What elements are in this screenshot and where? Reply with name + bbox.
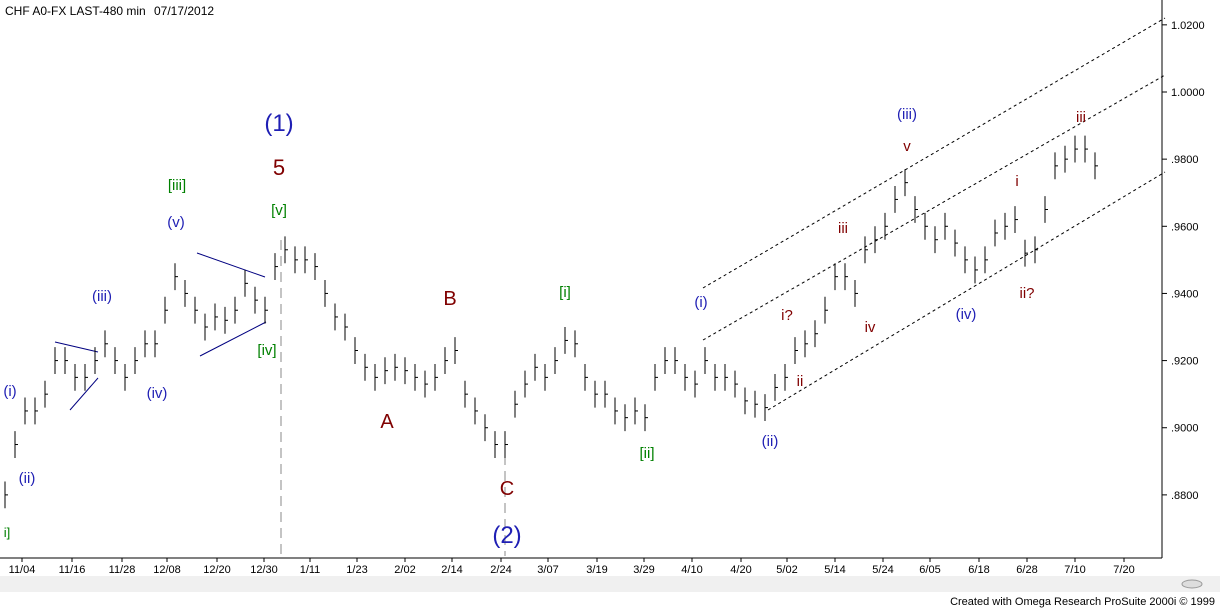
y-tick-label: 1.0000 xyxy=(1171,87,1205,99)
footer: Created with Omega Research ProSuite 200… xyxy=(950,596,1215,608)
x-tick-label: 5/02 xyxy=(776,564,797,576)
x-tick-label: 2/24 xyxy=(490,564,511,576)
channel-line xyxy=(767,171,1166,411)
wave-label: ii xyxy=(797,373,804,390)
wave-label: i] xyxy=(4,525,11,540)
x-tick-label: 4/20 xyxy=(730,564,751,576)
wave-label: [v] xyxy=(271,202,287,219)
wave-label: ii? xyxy=(1019,285,1034,302)
x-tick-label: 1/23 xyxy=(346,564,367,576)
x-tick-label: 6/28 xyxy=(1016,564,1037,576)
x-tick-label: 3/07 xyxy=(537,564,558,576)
drawings xyxy=(54,17,1166,556)
channel-line xyxy=(702,17,1166,289)
scroll-strip xyxy=(0,576,1220,592)
wave-label: (i) xyxy=(694,294,707,311)
y-tick-label: 1.0200 xyxy=(1171,20,1205,32)
wave-label: 5 xyxy=(273,155,285,180)
x-tick-label: 7/20 xyxy=(1113,564,1134,576)
wave-label: (2) xyxy=(492,522,521,549)
y-tick-label: .9000 xyxy=(1171,423,1199,435)
y-tick-label: .9200 xyxy=(1171,356,1199,368)
y-tick-label: .9400 xyxy=(1171,288,1199,300)
x-tick-label: 5/24 xyxy=(872,564,893,576)
scroll-handle[interactable] xyxy=(1181,579,1203,589)
x-tick-label: 11/04 xyxy=(9,564,36,576)
wave-label: [iii] xyxy=(168,177,186,194)
x-tick-label: 1/11 xyxy=(300,564,321,576)
wave-label: C xyxy=(500,478,514,500)
x-tick-label: 11/28 xyxy=(109,564,136,576)
x-tick-label: 4/10 xyxy=(681,564,702,576)
x-tick-label: 6/18 xyxy=(968,564,989,576)
x-tick-label: 2/02 xyxy=(394,564,415,576)
wave-label: (ii) xyxy=(762,433,779,450)
wave-label: (1) xyxy=(264,110,293,137)
x-tick-label: 5/14 xyxy=(824,564,845,576)
triangle-line xyxy=(199,321,267,357)
wave-label: (iv) xyxy=(147,385,168,402)
triangle-line xyxy=(69,377,99,411)
x-tick-label: 12/08 xyxy=(153,564,181,576)
wave-label: (iii) xyxy=(92,288,112,305)
wave-label: [ii] xyxy=(640,445,655,462)
wave-label: B xyxy=(443,288,456,310)
wave-label: (iii) xyxy=(897,106,917,123)
triangle-line xyxy=(196,252,266,278)
wave-label: (iv) xyxy=(956,306,977,323)
wave-label: A xyxy=(380,411,394,433)
y-tick-label: .9600 xyxy=(1171,221,1199,233)
wave-label: iii xyxy=(838,220,848,237)
y-tick-label: .8800 xyxy=(1171,490,1199,502)
wave-label: [iv] xyxy=(257,342,276,359)
chart-title: CHF A0-FX LAST-480 min xyxy=(5,4,146,18)
triangle-line xyxy=(54,341,99,353)
x-tick-label: 12/30 xyxy=(250,564,278,576)
wave-label: [i] xyxy=(559,284,571,301)
wave-label: iii xyxy=(1076,109,1086,126)
x-tick-label: 2/14 xyxy=(441,564,462,576)
x-tick-label: 11/16 xyxy=(59,564,86,576)
x-tick-label: 7/10 xyxy=(1064,564,1085,576)
wave-label: (i) xyxy=(3,383,16,400)
chart-date: 07/17/2012 xyxy=(154,4,214,18)
wave-label: (v) xyxy=(167,214,185,231)
x-tick-label: 12/20 xyxy=(203,564,231,576)
wave-label: i? xyxy=(781,307,793,324)
wave-label: v xyxy=(903,138,911,155)
x-tick-label: 3/29 xyxy=(633,564,654,576)
y-tick-label: .9800 xyxy=(1171,154,1199,166)
wave-label: iv xyxy=(865,319,876,336)
wave-label: i xyxy=(1015,173,1018,190)
x-tick-label: 3/19 xyxy=(586,564,607,576)
channel-line xyxy=(702,74,1166,341)
x-tick-label: 6/05 xyxy=(919,564,940,576)
wave-label: (ii) xyxy=(19,470,36,487)
